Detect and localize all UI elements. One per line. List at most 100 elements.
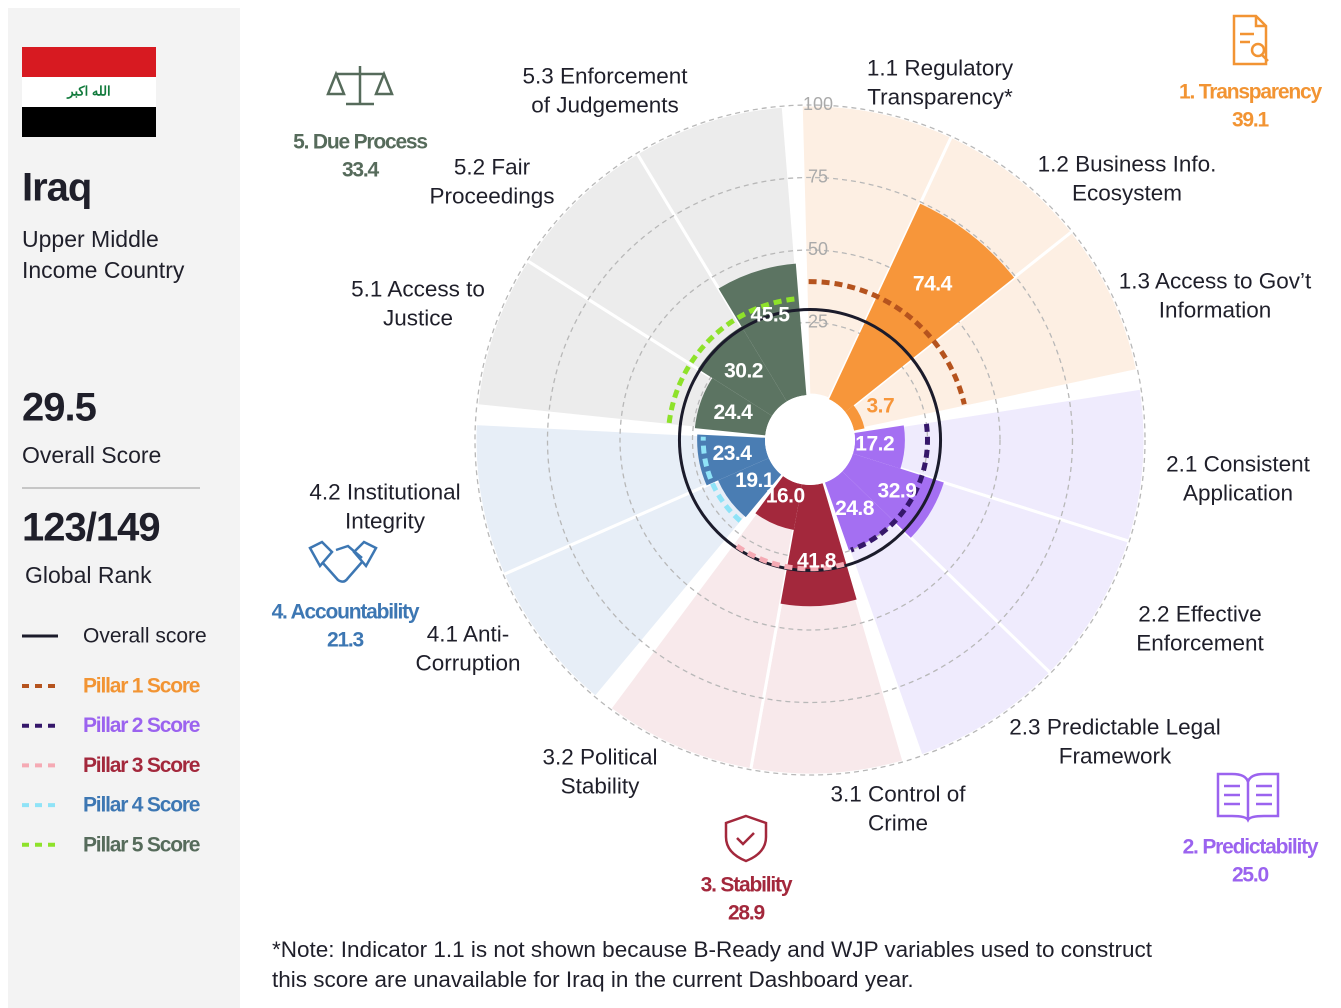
pillar-name: 5. Due Process <box>293 131 427 154</box>
pillar-name: 3. Stability <box>701 874 793 897</box>
legend-label: Pillar 3 Score <box>83 754 200 777</box>
flag-red <box>22 47 156 77</box>
indicator-label: Ecosystem <box>1072 180 1182 205</box>
indicator-label: Enforcement <box>1136 630 1264 655</box>
r-tick-label: 100 <box>803 94 833 114</box>
bar-label: 32.9 <box>878 480 917 503</box>
indicator-label: Information <box>1159 297 1272 322</box>
indicator-label: 1.2 Business Info. <box>1038 151 1217 176</box>
flag-black <box>22 107 156 137</box>
indicator-label: Framework <box>1059 743 1172 768</box>
indicator-label: 5.2 Fair <box>454 154 531 179</box>
bar <box>755 476 803 530</box>
bar <box>829 203 1015 412</box>
note: *Note: Indicator 1.1 is not shown becaus… <box>272 937 1153 962</box>
flag-white <box>22 77 156 107</box>
legend-label: Pillar 5 Score <box>83 833 200 856</box>
icon-part <box>1224 784 1272 806</box>
bar <box>824 471 894 551</box>
pillar-name: 1. Transparency <box>1179 81 1322 104</box>
indicator-label: 2.2 Effective <box>1138 601 1261 626</box>
overall-score: 29.5 <box>22 386 97 430</box>
bar <box>694 377 773 436</box>
icon-part <box>1250 42 1266 58</box>
pillar-name: 2. Predictability <box>1183 836 1319 859</box>
icon-stability <box>724 814 768 863</box>
indicator-label: 3.2 Political <box>542 744 657 769</box>
legend-label: Pillar 1 Score <box>83 675 200 698</box>
pillar-score-arc <box>700 436 742 523</box>
rank-label: Global Rank <box>25 562 152 588</box>
indicator-label: Transparency* <box>867 84 1013 109</box>
indicator-label: 5.1 Access to <box>351 276 485 301</box>
bar <box>718 458 782 518</box>
bar-label: 24.4 <box>713 401 753 424</box>
income-line: Upper Middle <box>22 226 159 252</box>
bar-label: 16.0 <box>766 485 805 508</box>
pillar-score: 21.3 <box>327 629 364 652</box>
flag: الله اكبر <box>22 47 156 137</box>
r-tick-label: 50 <box>808 239 828 259</box>
pillar-name: 4. Accountability <box>272 601 420 624</box>
indicator-label: 4.1 Anti- <box>427 621 510 646</box>
indicator-label: of Judgements <box>531 92 679 117</box>
pillar-score: 33.4 <box>342 159 380 182</box>
bar-label: 45.5 <box>751 303 791 326</box>
grid-circle <box>619 249 1001 631</box>
overall-circle <box>677 307 943 573</box>
indicator-label: 1.3 Access to Gov’t <box>1119 268 1312 293</box>
bar-label: 17.2 <box>855 432 894 455</box>
icon-part <box>1216 772 1280 823</box>
bar <box>718 263 807 402</box>
bar <box>780 483 857 607</box>
bar-label: 19.1 <box>735 469 775 492</box>
grid-circle <box>546 176 1074 704</box>
indicator-label: Stability <box>561 773 641 798</box>
bar <box>698 326 787 416</box>
bar <box>852 425 905 469</box>
indicator-label: Proceedings <box>429 183 554 208</box>
sidebar <box>8 8 240 1008</box>
icon-part <box>321 544 363 583</box>
bar-label: 74.4 <box>913 272 953 295</box>
icon-predictability <box>1216 772 1280 823</box>
pillar-score-arc <box>666 296 797 424</box>
icon-part <box>724 814 768 863</box>
pillar-score-arc <box>808 279 967 405</box>
icon-part <box>1232 14 1268 66</box>
icon-part <box>326 66 394 106</box>
indicator-label: Application <box>1183 480 1293 505</box>
note: this score are unavailable for Iraq in t… <box>272 967 914 992</box>
indicator-label: Crime <box>868 810 928 835</box>
overall-label: Overall Score <box>22 442 161 468</box>
icon-part <box>736 832 755 846</box>
indicator-label: Corruption <box>415 650 520 675</box>
bar <box>697 434 769 486</box>
bar-label: 24.8 <box>835 497 875 520</box>
legend-label: Overall score <box>83 625 207 648</box>
bar <box>842 453 944 538</box>
indicator-label: Integrity <box>345 508 426 533</box>
bar <box>845 405 865 431</box>
icon-accountability <box>308 540 378 583</box>
indicator-label: 5.3 Enforcement <box>522 63 688 88</box>
flag-text: الله اكبر <box>66 83 110 99</box>
indicator-label: 2.3 Predictable Legal <box>1009 714 1220 739</box>
icon-due-process <box>326 66 394 106</box>
bar-label: 3.7 <box>866 394 894 417</box>
indicator-label: 1.1 Regulatory <box>867 55 1014 80</box>
indicator-label: Justice <box>383 305 453 330</box>
bar-label: 30.2 <box>724 360 763 383</box>
pillar-score: 28.9 <box>728 902 765 925</box>
bar-label: 23.4 <box>713 442 753 465</box>
r-tick-label: 75 <box>808 166 828 186</box>
icon-transparency <box>1232 14 1269 66</box>
indicator-label: 4.2 Institutional <box>309 479 460 504</box>
country-name: Iraq <box>22 166 91 210</box>
center-hole <box>765 395 855 485</box>
legend-label: Pillar 2 Score <box>83 714 200 737</box>
legend-label: Pillar 4 Score <box>83 794 200 817</box>
icon-part <box>308 540 378 569</box>
pillar-score: 39.1 <box>1232 109 1270 132</box>
